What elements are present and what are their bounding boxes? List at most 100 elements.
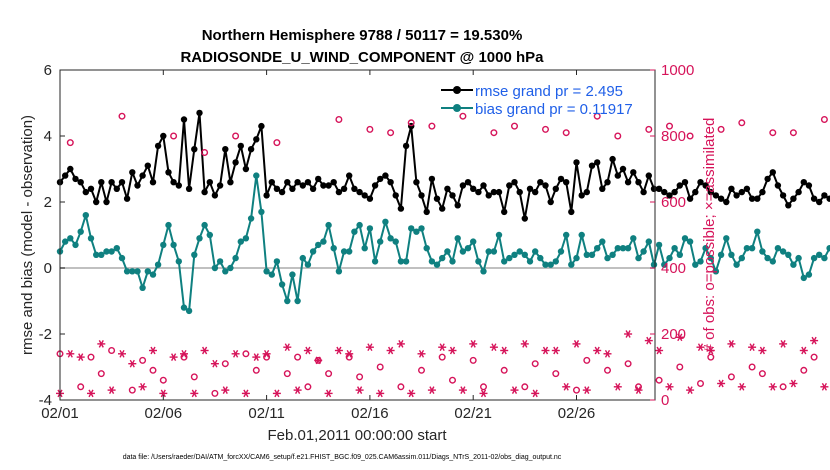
bias-point	[599, 238, 606, 245]
obs-assimilated-point	[810, 336, 819, 345]
bias-point	[588, 251, 596, 258]
obs-assimilated-point	[66, 349, 75, 358]
rmse-point	[826, 195, 830, 202]
rmse-point	[402, 142, 410, 150]
bias-point	[408, 225, 415, 232]
obs-possible-point	[655, 376, 663, 384]
bias-point	[382, 218, 389, 225]
rmse-point	[340, 185, 348, 192]
obs-possible-point	[542, 125, 550, 133]
obs-count-series	[56, 112, 829, 398]
rmse-point	[614, 172, 621, 179]
bias-point	[67, 235, 74, 242]
bias-point	[459, 248, 467, 255]
rmse-point	[216, 182, 224, 189]
obs-possible-point	[170, 132, 178, 140]
bias-point	[253, 172, 260, 179]
rmse-point	[206, 179, 213, 186]
obs-assimilated-point	[128, 359, 137, 368]
bias-point	[392, 238, 399, 245]
rmse-point	[377, 175, 384, 183]
bias-point	[211, 264, 219, 272]
obs-possible-point	[707, 353, 715, 361]
rmse-point	[816, 198, 823, 206]
bias-point	[681, 235, 689, 242]
rmse-point	[330, 179, 337, 186]
bias-point	[139, 284, 146, 291]
obs-assimilated-point	[644, 336, 653, 345]
chart-title-line1: Northern Hemisphere 9788 / 50117 = 19.53…	[202, 27, 523, 44]
bias-point	[655, 241, 663, 249]
rmse-point	[655, 185, 663, 192]
bias-point	[630, 235, 637, 242]
legend-rmse-marker	[453, 86, 461, 94]
rmse-point	[501, 208, 508, 216]
rmse-point	[821, 192, 828, 199]
rmse-point	[609, 155, 616, 163]
rmse-point	[681, 179, 689, 186]
bias-point	[82, 212, 90, 219]
bias-point	[511, 251, 518, 258]
plot-frame	[59, 69, 656, 401]
obs-assimilated-point	[737, 382, 746, 391]
bias-point	[557, 248, 565, 255]
rmse-point	[790, 195, 797, 202]
rmse-point	[196, 109, 203, 117]
rmse-point	[619, 165, 627, 173]
rmse-point	[428, 175, 436, 183]
obs-possible-point	[697, 380, 705, 388]
obs-possible-point	[366, 125, 374, 133]
bias-point	[464, 245, 472, 252]
rmse-point	[61, 172, 69, 179]
rmse-point	[371, 182, 379, 189]
rmse-point	[707, 188, 714, 196]
bias-point	[191, 251, 198, 258]
rmse-point	[154, 142, 162, 150]
obs-possible-point	[325, 370, 333, 378]
bias-point	[196, 235, 203, 242]
rmse-point	[624, 179, 632, 186]
bias-point	[686, 238, 694, 245]
bias-point	[315, 241, 322, 249]
obs-possible-point	[469, 356, 477, 364]
rmse-point	[387, 179, 394, 186]
rmse-point	[588, 162, 596, 169]
rmse-point	[810, 195, 818, 202]
rmse-point	[335, 188, 343, 196]
rmse-point	[98, 179, 105, 186]
bias-point	[480, 268, 487, 275]
y-right-tick-label: 1000	[661, 62, 694, 79]
obs-possible-point	[376, 363, 384, 371]
bias-point	[433, 261, 441, 268]
obs-assimilated-point	[118, 349, 126, 358]
obs-assimilated-point	[510, 386, 519, 394]
rmse-point	[139, 172, 146, 179]
bias-point	[206, 231, 213, 239]
rmse-point	[537, 179, 544, 186]
obs-possible-point	[139, 356, 147, 364]
rmse-point	[650, 185, 658, 192]
obs-assimilated-point	[593, 346, 602, 355]
obs-possible-point	[356, 373, 364, 381]
rmse-point	[743, 185, 751, 192]
rmse-point	[268, 179, 275, 186]
obs-assimilated-point	[768, 382, 777, 391]
obs-assimilated-point	[758, 346, 767, 355]
obs-assimilated-point	[76, 353, 85, 361]
bias-point	[356, 221, 363, 229]
rmse-point	[547, 198, 554, 206]
bias-point	[717, 251, 725, 258]
obs-possible-point	[552, 370, 560, 378]
obs-possible-point	[583, 356, 591, 364]
rmse-point	[583, 188, 590, 196]
bias-point	[232, 254, 239, 262]
bias-point	[702, 245, 709, 252]
bias-point	[563, 231, 570, 239]
obs-assimilated-point	[458, 386, 467, 394]
bias-point	[547, 261, 554, 268]
rmse-point	[511, 179, 518, 186]
obs-assimilated-point	[107, 386, 116, 394]
rmse-point	[779, 192, 787, 199]
rmse-point	[299, 182, 306, 189]
bias-point	[61, 238, 69, 245]
